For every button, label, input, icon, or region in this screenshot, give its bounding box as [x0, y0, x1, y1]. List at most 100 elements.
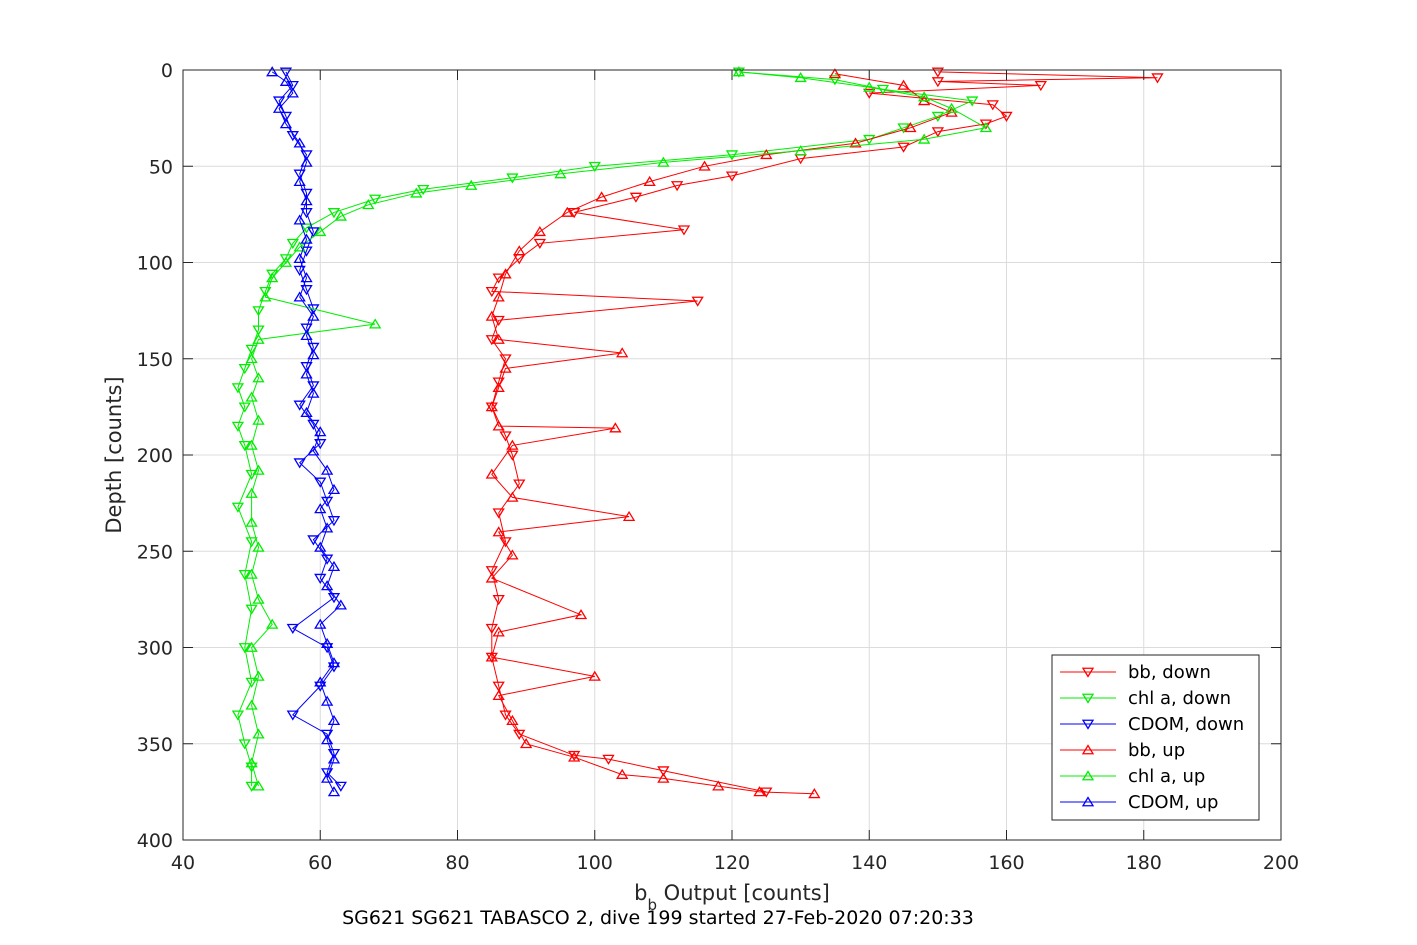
- data-point-chl-a-up: [266, 618, 279, 629]
- data-point-cdom-down: [327, 748, 341, 760]
- data-point-chl-a-up: [245, 439, 258, 450]
- data-point-bb-up: [897, 79, 910, 90]
- data-point-cdom-down: [320, 768, 334, 779]
- data-point-chl-a-up: [293, 241, 306, 252]
- y-axis-label: Depth [counts]: [102, 376, 126, 533]
- data-point-chl-a-down: [238, 643, 251, 654]
- y-tick-label: 0: [161, 60, 173, 82]
- data-point-bb-down: [1000, 111, 1013, 122]
- data-point-cdom-up: [327, 560, 341, 572]
- series-group: [245, 66, 993, 791]
- data-point-bb-down: [629, 192, 643, 203]
- data-point-bb-up: [643, 175, 656, 187]
- data-point-chl-a-down: [252, 306, 265, 317]
- data-point-chl-a-down: [245, 344, 258, 355]
- data-point-cdom-up: [334, 599, 347, 610]
- y-tick-label: 300: [137, 638, 173, 660]
- data-point-bb-up: [533, 225, 547, 237]
- data-point-chl-a-up: [245, 568, 258, 579]
- data-point-bb-down: [492, 377, 505, 388]
- data-point-cdom-up: [279, 75, 293, 86]
- data-point-bb-up: [506, 439, 519, 450]
- data-point-chl-a-up: [252, 728, 265, 739]
- data-point-cdom-up: [327, 786, 341, 797]
- data-point-cdom-up: [314, 426, 327, 437]
- data-point-chl-a-down: [245, 781, 258, 792]
- data-point-chl-a-up: [657, 156, 670, 167]
- data-point-cdom-up: [300, 156, 313, 167]
- data-point-chl-a-up: [266, 272, 279, 283]
- data-point-bb-down: [485, 286, 498, 298]
- data-point-chl-a-down: [245, 677, 258, 688]
- data-point-cdom-up: [300, 406, 313, 418]
- data-point-chl-a-up: [279, 256, 293, 267]
- data-point-bb-down: [485, 623, 498, 635]
- data-point-chl-a-up: [252, 414, 265, 425]
- data-point-chl-a-up: [252, 780, 265, 791]
- data-point-bb-up: [485, 401, 498, 412]
- data-point-bb-down: [513, 729, 526, 740]
- data-point-chl-a-down: [238, 440, 251, 452]
- data-point-bb-up: [499, 362, 512, 373]
- data-point-bb-down: [863, 88, 876, 99]
- data-point-chl-a-down: [966, 96, 979, 107]
- data-point-chl-a-down: [231, 421, 245, 432]
- data-point-cdom-down: [286, 623, 299, 635]
- legend-label: bb, down: [1128, 662, 1211, 683]
- data-point-cdom-up: [320, 522, 334, 533]
- data-point-chl-a-up: [252, 333, 265, 344]
- data-point-chl-a-up: [945, 102, 958, 113]
- data-point-chl-a-up: [245, 352, 258, 364]
- data-point-bb-up: [506, 491, 519, 502]
- data-point-chl-a-down: [238, 402, 251, 413]
- legend-label: bb, up: [1128, 740, 1185, 761]
- data-point-cdom-up: [320, 464, 334, 475]
- data-point-chl-a-up: [252, 593, 265, 604]
- data-point-chl-a-up: [863, 81, 876, 92]
- data-point-bb-up: [588, 670, 601, 681]
- data-point-cdom-down: [314, 573, 327, 584]
- data-point-chl-a-up: [917, 133, 931, 144]
- data-point-chl-a-down: [238, 739, 251, 750]
- data-point-cdom-up: [320, 637, 334, 649]
- data-point-cdom-up: [300, 233, 313, 244]
- legend-marker: [1081, 667, 1095, 678]
- data-point-chl-a-down: [286, 238, 299, 250]
- data-point-chl-a-up: [410, 187, 423, 198]
- data-point-cdom-up: [293, 137, 306, 148]
- legend-item: chl a, up: [1060, 766, 1205, 787]
- y-tick-label: 100: [137, 253, 173, 275]
- data-point-cdom-up: [307, 387, 320, 398]
- x-axis-label: bb Output [counts]: [634, 881, 830, 914]
- data-point-bb-up: [492, 689, 505, 701]
- y-tick-label: 200: [137, 445, 173, 467]
- data-point-chl-a-down: [245, 537, 258, 548]
- data-point-bb-up: [616, 347, 629, 358]
- data-point-cdom-down: [300, 208, 313, 219]
- data-point-chl-a-down: [327, 208, 341, 219]
- data-point-bb-down: [931, 77, 945, 88]
- data-point-cdom-down: [279, 111, 293, 122]
- data-point-cdom-up: [279, 118, 293, 129]
- y-tick-label: 50: [149, 156, 173, 178]
- data-point-bb-up: [698, 160, 711, 171]
- data-point-chl-a-down: [259, 286, 272, 298]
- data-point-cdom-down: [307, 535, 320, 546]
- y-tick-label: 250: [137, 541, 173, 563]
- data-point-chl-a-up: [252, 372, 265, 383]
- legend-marker: [1081, 693, 1095, 704]
- data-point-bb-down: [677, 225, 691, 236]
- legend: bb, down chl a, down CDOM, down bb, up chl a…: [1051, 654, 1260, 821]
- data-point-cdom-down: [307, 227, 320, 238]
- data-point-chl-a-down: [506, 173, 519, 184]
- legend-marker: [1081, 770, 1095, 781]
- data-point-bb-down: [1151, 73, 1164, 84]
- data-point-bb-up: [492, 526, 505, 537]
- data-point-bb-down: [1034, 81, 1047, 92]
- data-point-cdom-up: [307, 349, 320, 360]
- series-layer: [231, 66, 1164, 799]
- data-point-bb-up: [492, 626, 505, 637]
- data-point-chl-a-down: [231, 502, 245, 513]
- data-point-bb-down: [670, 181, 684, 192]
- data-point-chl-a-up: [465, 179, 478, 190]
